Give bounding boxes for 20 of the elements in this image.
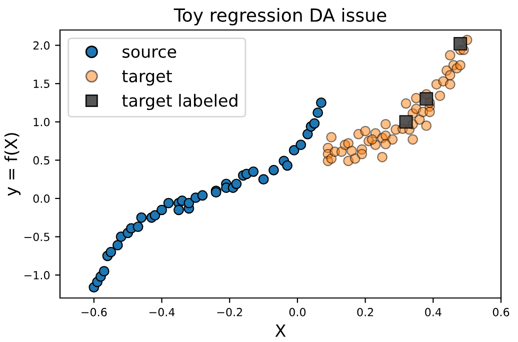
x-tick-label: 0.2 xyxy=(357,308,374,316)
x-tick-label: 0.4 xyxy=(425,308,442,316)
y-tick-label: 1.0 xyxy=(34,118,50,126)
x-tick-label: 0.0 xyxy=(289,308,306,316)
legend-label: target labeled xyxy=(122,94,238,110)
x-tick-label: −0.6 xyxy=(82,308,107,316)
legend-label: source xyxy=(122,48,176,58)
y-tick-label: −1.0 xyxy=(24,271,50,280)
y-tick-label: 1.5 xyxy=(34,80,50,88)
y-tick-label: 0.0 xyxy=(33,194,50,203)
y-tick-label: −0.5 xyxy=(24,232,50,242)
y-tick-label: 0.5 xyxy=(33,156,50,165)
x-tick-label: −0.4 xyxy=(149,308,175,316)
y-tick-label: 2.0 xyxy=(33,41,50,50)
legend-label: target xyxy=(122,70,172,86)
chart-title: Toy regression DA issue xyxy=(174,8,386,26)
y-axis-title: y = f(X) xyxy=(4,133,21,196)
x-tick-label: 0.6 xyxy=(492,308,510,316)
x-tick-label: −0.2 xyxy=(217,308,242,316)
x-axis-title: X xyxy=(275,324,286,337)
